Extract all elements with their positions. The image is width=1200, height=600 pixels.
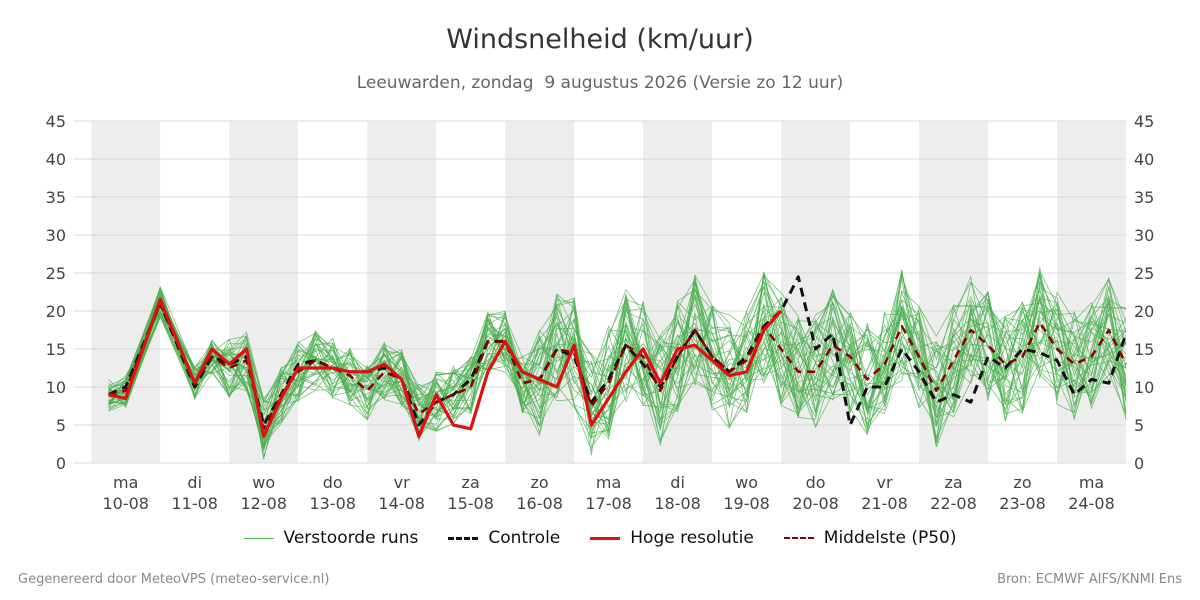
y-tick-label-right: 30 — [1134, 226, 1154, 245]
y-tick-label-left: 20 — [46, 302, 66, 321]
legend-swatch-ensemble — [243, 537, 274, 539]
y-tick-label-left: 10 — [46, 378, 66, 397]
footer-source-credit: Bron: ECMWF AIFS/KNMI Ens — [997, 572, 1182, 587]
x-tick-day-label: ma — [1079, 473, 1104, 492]
ensemble-member-line — [108, 290, 1127, 444]
ensemble-member-line — [108, 281, 1127, 425]
x-tick-date-label: 19-08 — [723, 494, 770, 513]
x-tick-day-label: za — [944, 473, 962, 492]
x-tick-day-label: ma — [596, 473, 621, 492]
x-tick-date-label: 20-08 — [792, 494, 839, 513]
x-tick-date-label: 21-08 — [861, 494, 908, 513]
x-tick-day-label: vr — [394, 473, 410, 492]
day-band — [781, 121, 851, 463]
control-line — [107, 275, 1128, 427]
y-tick-label-left: 5 — [56, 416, 66, 435]
day-band — [505, 121, 575, 463]
y-tick-label-left: 40 — [46, 150, 66, 169]
x-tick-date-label: 15-08 — [447, 494, 494, 513]
legend-swatch-p50 — [783, 537, 814, 539]
x-tick-date-label: 17-08 — [585, 494, 632, 513]
legend-swatch-control — [448, 536, 479, 540]
x-tick-date-label: 11-08 — [171, 494, 218, 513]
ensemble-member-line — [108, 289, 1127, 448]
y-tick-label-right: 40 — [1134, 150, 1154, 169]
y-tick-label-right: 15 — [1134, 340, 1154, 359]
ensemble-member-line — [108, 290, 1127, 436]
x-tick-day-label: wo — [735, 473, 758, 492]
legend-item-hres[interactable]: Hoge resolutie — [590, 528, 754, 548]
legend-label-hres: Hoge resolutie — [630, 528, 754, 548]
x-tick-date-label: 22-08 — [930, 494, 977, 513]
day-band — [229, 121, 299, 463]
hres-line — [108, 298, 783, 438]
y-tick-label-right: 25 — [1134, 264, 1154, 283]
x-tick-date-label: 24-08 — [1068, 494, 1115, 513]
y-tick-label-right: 20 — [1134, 302, 1154, 321]
x-tick-day-label: di — [187, 473, 202, 492]
x-tick-day-label: zo — [531, 473, 549, 492]
y-tick-label-right: 10 — [1134, 378, 1154, 397]
legend-label-control: Controle — [488, 528, 561, 548]
ensemble-member-line — [108, 271, 1127, 430]
x-tick-date-label: 14-08 — [378, 494, 425, 513]
x-tick-day-label: ma — [113, 473, 138, 492]
y-tick-label-left: 30 — [46, 226, 66, 245]
ensemble-member-line — [108, 293, 1127, 414]
legend-item-ensemble[interactable]: Verstoorde runs — [243, 528, 419, 548]
y-tick-label-right: 35 — [1134, 188, 1154, 207]
ensemble-member-line — [108, 296, 1127, 446]
x-tick-day-label: di — [670, 473, 685, 492]
chart-subtitle: Leeuwarden, zondag 9 augustus 2026 (Vers… — [356, 73, 844, 93]
y-tick-label-right: 45 — [1134, 112, 1154, 131]
ensemble-member-line — [108, 277, 1127, 447]
y-tick-label-left: 45 — [46, 112, 66, 131]
y-tick-label-left: 15 — [46, 340, 66, 359]
ensemble-member-line — [108, 291, 1127, 432]
x-tick-day-label: wo — [252, 473, 275, 492]
footer-generator-credit: Gegenereerd door MeteoVPS (meteo-service… — [18, 572, 330, 587]
y-tick-label-left: 25 — [46, 264, 66, 283]
x-tick-day-label: zo — [1013, 473, 1031, 492]
y-tick-label-left: 35 — [46, 188, 66, 207]
x-tick-day-label: do — [806, 473, 826, 492]
x-tick-day-label: vr — [877, 473, 893, 492]
x-tick-date-label: 18-08 — [654, 494, 701, 513]
chart-legend: Verstoorde runs Controle Hoge resolutie … — [0, 528, 1200, 548]
x-tick-date-label: 23-08 — [999, 494, 1046, 513]
x-tick-date-label: 13-08 — [309, 494, 356, 513]
y-tick-label-right: 5 — [1134, 416, 1144, 435]
day-band — [1057, 121, 1126, 463]
legend-item-p50[interactable]: Middelste (P50) — [783, 528, 957, 548]
y-tick-label-left: 0 — [56, 454, 66, 473]
legend-swatch-hres — [590, 536, 621, 540]
legend-label-p50: Middelste (P50) — [823, 528, 957, 548]
legend-item-control[interactable]: Controle — [448, 528, 560, 548]
chart-title: Windsnelheid (km/uur) — [446, 24, 754, 55]
x-tick-date-label: 12-08 — [240, 494, 287, 513]
x-tick-date-label: 16-08 — [516, 494, 563, 513]
day-band — [91, 121, 161, 463]
legend-label-ensemble: Verstoorde runs — [283, 528, 419, 548]
x-tick-date-label: 10-08 — [102, 494, 149, 513]
y-tick-label-right: 0 — [1134, 454, 1144, 473]
x-tick-day-label: za — [462, 473, 480, 492]
x-tick-day-label: do — [323, 473, 343, 492]
